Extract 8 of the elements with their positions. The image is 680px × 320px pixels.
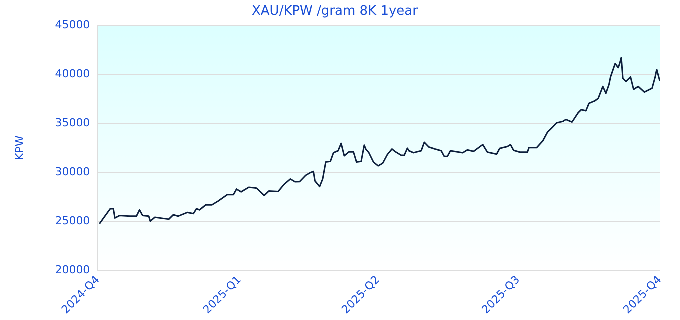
y-tick-label: 30000 xyxy=(55,166,90,179)
y-tick-label: 40000 xyxy=(55,67,90,80)
y-tick-label: 35000 xyxy=(55,116,90,130)
y-tick-label: 25000 xyxy=(55,214,90,228)
y-axis-title: KPW xyxy=(13,136,26,161)
y-tick-label: 45000 xyxy=(55,18,90,32)
chart-title: XAU/KPW /gram 8K 1year xyxy=(252,4,419,20)
y-tick-label: 20000 xyxy=(55,264,90,277)
